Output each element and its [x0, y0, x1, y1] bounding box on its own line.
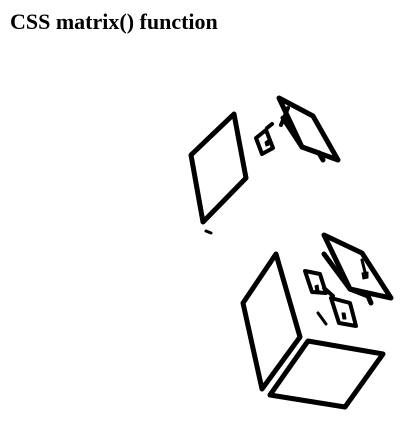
glasses-icon: [254, 122, 275, 156]
laptop-base-icon: [204, 229, 213, 235]
graduate-laptop-icon-lower: [240, 232, 394, 410]
mouth-icon: [316, 311, 328, 326]
laptop-screen-icon: [240, 251, 303, 392]
graduate-laptop-icon-upper: [188, 95, 341, 235]
laptop-screen-icon: [188, 111, 249, 225]
graduation-cap-icon: [276, 95, 341, 163]
graduation-cap-icon: [321, 232, 394, 306]
page-title: CSS matrix() function: [10, 9, 218, 34]
laptop-base-icon: [267, 338, 386, 410]
glasses-icon: [303, 269, 358, 328]
